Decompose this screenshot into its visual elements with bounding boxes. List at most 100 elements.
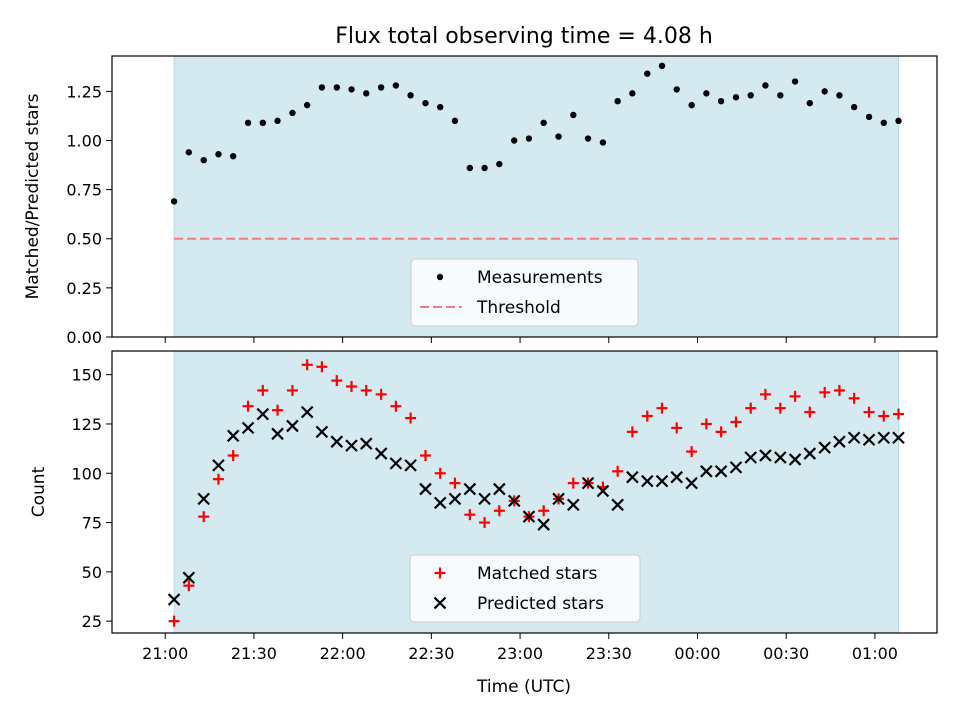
matched-star-point: [626, 426, 638, 438]
bottom-x-tick-label: 21:30: [231, 644, 277, 663]
measurement-point: [437, 103, 444, 111]
bottom-x-tick-label: 00:30: [763, 644, 809, 663]
measurement-point: [688, 101, 695, 109]
predicted-star-point-b: [803, 447, 817, 460]
bottom-x-tick-label: 00:00: [674, 644, 720, 663]
chart-title: Flux total observing time = 4.08 h: [335, 24, 713, 49]
predicted-star-point-b: [419, 482, 432, 496]
top-y-tick-label: 0.25: [66, 279, 102, 298]
measurement-point: [215, 151, 222, 158]
predicted-star-point: [552, 492, 565, 506]
predicted-star-point: [271, 427, 284, 441]
measurement-point: [791, 78, 799, 85]
matched-star-point: [331, 375, 343, 387]
measurement-point: [717, 97, 725, 105]
measurement-point: [865, 113, 873, 121]
legend-label-threshold: Threshold: [476, 298, 561, 318]
predicted-star-point: [167, 593, 181, 606]
predicted-star-point-b: [877, 431, 891, 445]
matched-star-point: [479, 517, 491, 529]
predicted-star-point: [241, 421, 255, 435]
predicted-star-point-b: [330, 435, 344, 448]
measurement-point: [392, 82, 400, 89]
matched-star-point: [848, 392, 860, 404]
predicted-star-point-b: [714, 465, 728, 478]
bottom-x-tick-label: 21:00: [142, 644, 188, 663]
top-y-tick-label: 0.75: [66, 181, 102, 200]
matched-star-point: [464, 509, 476, 521]
matched-star-point: [745, 402, 757, 414]
predicted-star-point-b: [788, 453, 802, 466]
measurement-point: [850, 103, 858, 111]
predicted-star-point: [345, 439, 358, 452]
bottom-y-tick-label: 125: [71, 415, 102, 434]
matched-star-point: [272, 404, 284, 416]
predicted-star-point-b: [241, 421, 255, 435]
measurement-point: [644, 70, 651, 77]
measurement-point: [229, 153, 237, 160]
matched-star-point: [242, 400, 254, 412]
predicted-star-point: [359, 437, 373, 450]
predicted-star-point: [300, 405, 314, 419]
predicted-star-point: [493, 482, 506, 496]
predicted-star-point: [729, 461, 743, 474]
predicted-star-point: [182, 571, 196, 585]
top-y-tick-label: 1.00: [66, 131, 102, 150]
predicted-star-point: [818, 441, 831, 454]
predicted-star-point: [774, 451, 787, 464]
predicted-star-point: [463, 482, 477, 496]
measurement-point: [777, 92, 784, 99]
measurement-point: [274, 117, 281, 125]
predicted-star-point-b: [581, 476, 595, 490]
matched-star-point: [316, 361, 328, 373]
predicted-star-point: [374, 447, 388, 460]
measurement-point: [511, 137, 518, 144]
predicted-star-point: [315, 425, 329, 439]
predicted-star-point-b: [685, 476, 698, 490]
bottom-y-tick-label: 25: [82, 612, 102, 631]
measurement-point: [732, 94, 740, 101]
predicted-star-point: [330, 435, 344, 448]
predicted-star-point: [626, 470, 639, 484]
legend-label-measurements: Measurements: [477, 268, 603, 288]
legend-box: [410, 258, 639, 327]
predicted-star-point: [611, 498, 624, 512]
matched-star-point: [686, 446, 698, 458]
predicted-star-point: [788, 453, 802, 466]
measurement-point: [821, 88, 828, 95]
matched-star-point: [198, 511, 210, 523]
predicted-star-point-b: [182, 571, 196, 585]
measurement-point: [170, 198, 178, 205]
predicted-star-point-b: [655, 474, 669, 488]
matched-star-point: [893, 408, 904, 420]
predicted-star-point: [212, 459, 225, 472]
measurement-point: [703, 90, 710, 97]
predicted-star-point-b: [892, 431, 905, 445]
predicted-star-point-b: [300, 405, 314, 419]
matched-star-point: [789, 390, 801, 402]
x-axis-label: Time (UTC): [476, 677, 571, 697]
measurement-point: [466, 164, 474, 172]
predicted-star-point: [670, 470, 684, 484]
predicted-star-point-b: [256, 407, 270, 421]
predicted-star-point-b: [315, 425, 329, 439]
predicted-star-point-b: [670, 470, 684, 484]
predicted-star-point-b: [818, 441, 831, 454]
matched-star-point: [168, 615, 180, 627]
predicted-star-point-b: [212, 459, 225, 472]
predicted-star-point: [256, 407, 270, 421]
top-legend: Measurements Threshold: [410, 258, 639, 327]
measurement-point: [496, 160, 503, 168]
predicted-star-point: [700, 465, 713, 478]
matched-star-point: [715, 426, 727, 438]
top-y-tick-label: 1.25: [66, 82, 102, 101]
measurement-point: [584, 135, 592, 142]
measurement-point: [200, 156, 207, 164]
predicted-star-point-b: [626, 470, 639, 484]
matched-star-point: [286, 384, 298, 396]
measurement-point: [673, 86, 680, 93]
predicted-star-point-b: [345, 439, 358, 452]
predicted-star-point-b: [226, 429, 240, 443]
predicted-star-point-b: [611, 498, 624, 512]
predicted-star-point-b: [759, 449, 772, 462]
